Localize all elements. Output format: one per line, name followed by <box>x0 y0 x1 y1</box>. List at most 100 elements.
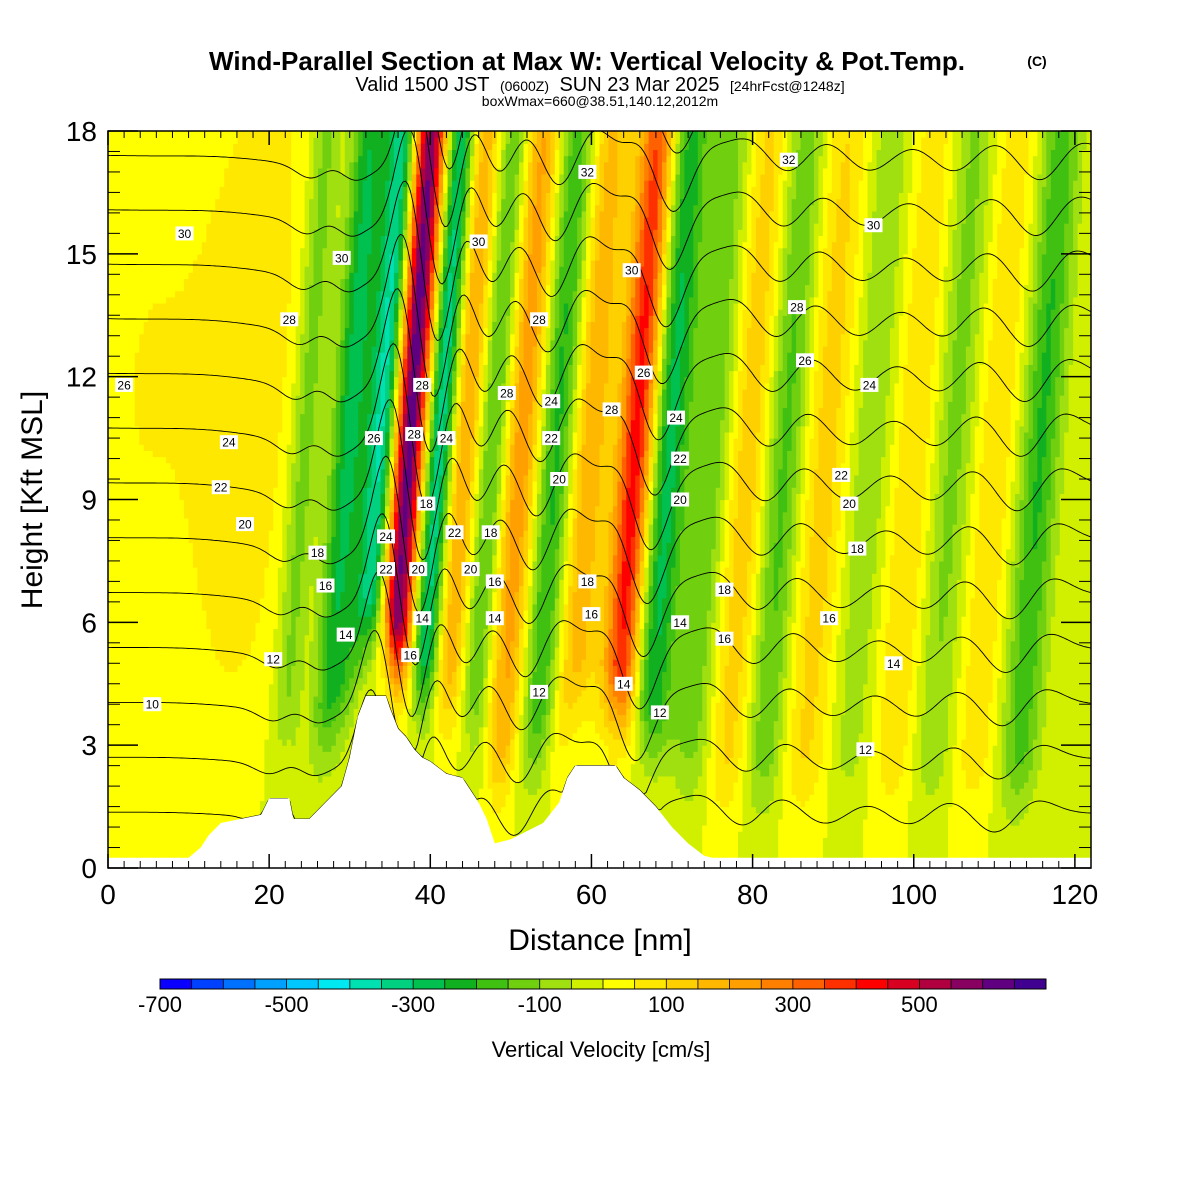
velocity-cell <box>233 352 239 359</box>
velocity-cell <box>197 536 203 544</box>
velocity-cell <box>125 309 131 316</box>
velocity-cell <box>237 511 243 519</box>
velocity-cell <box>175 198 181 206</box>
velocity-cell <box>219 788 225 795</box>
velocity-cell <box>224 309 230 316</box>
velocity-cell <box>237 450 243 458</box>
velocity-cell <box>161 769 167 777</box>
velocity-cell <box>108 683 114 691</box>
velocity-cell <box>264 517 270 525</box>
velocity-cell <box>224 474 230 482</box>
velocity-cell <box>152 548 158 556</box>
velocity-cell <box>277 794 283 802</box>
velocity-cell <box>268 167 274 175</box>
velocity-cell <box>108 444 114 451</box>
velocity-cell <box>116 186 123 194</box>
velocity-cell <box>259 567 265 574</box>
velocity-cell <box>170 505 176 513</box>
velocity-cell <box>192 284 198 292</box>
velocity-cell <box>219 597 225 605</box>
velocity-cell <box>268 352 274 359</box>
velocity-cell <box>183 180 190 187</box>
velocity-cell <box>139 739 145 746</box>
velocity-cell <box>166 210 172 218</box>
velocity-cell <box>264 327 270 335</box>
velocity-cell <box>201 769 207 777</box>
velocity-cell <box>161 192 167 200</box>
velocity-cell <box>121 395 127 402</box>
velocity-cell <box>143 782 149 789</box>
velocity-cell <box>268 542 274 550</box>
velocity-cell <box>121 530 127 537</box>
velocity-cell <box>130 186 136 194</box>
velocity-cell <box>197 831 203 838</box>
velocity-cell <box>237 800 243 808</box>
velocity-cell <box>224 401 230 408</box>
velocity-cell <box>215 536 221 544</box>
velocity-cell <box>215 677 221 685</box>
velocity-cell <box>161 818 167 826</box>
velocity-cell <box>188 757 194 765</box>
velocity-cell <box>130 143 136 151</box>
velocity-cell <box>188 610 194 617</box>
velocity-cell <box>116 229 123 237</box>
velocity-cell <box>219 524 225 531</box>
velocity-cell <box>170 462 176 470</box>
velocity-cell <box>170 481 176 488</box>
velocity-cell <box>179 843 185 851</box>
velocity-cell <box>170 585 176 593</box>
velocity-cell <box>215 241 221 249</box>
velocity-cell <box>273 388 279 396</box>
velocity-cell <box>282 702 288 709</box>
velocity-cell <box>206 671 212 679</box>
velocity-cell <box>157 382 163 390</box>
velocity-cell <box>273 579 279 587</box>
velocity-cell <box>250 352 257 359</box>
velocity-cell <box>183 653 190 660</box>
velocity-cell <box>242 794 248 802</box>
velocity-cell <box>210 204 216 212</box>
velocity-cell <box>219 739 225 746</box>
velocity-cell <box>143 646 149 654</box>
velocity-cell <box>228 505 234 513</box>
velocity-cell <box>268 198 274 206</box>
velocity-cell <box>125 837 131 845</box>
velocity-cell <box>268 290 274 298</box>
velocity-cell <box>179 431 185 439</box>
velocity-cell <box>143 358 149 365</box>
velocity-cell <box>179 659 185 666</box>
velocity-cell <box>228 345 234 353</box>
velocity-cell <box>286 186 292 194</box>
velocity-cell <box>112 425 118 433</box>
velocity-cell <box>255 585 261 593</box>
velocity-cell <box>277 757 283 765</box>
velocity-cell <box>152 259 158 267</box>
velocity-cell <box>237 272 243 279</box>
velocity-cell <box>134 407 140 415</box>
velocity-cell <box>233 149 239 157</box>
velocity-cell <box>108 223 114 230</box>
velocity-cell <box>201 634 207 642</box>
velocity-cell <box>233 560 239 568</box>
velocity-cell <box>125 812 131 820</box>
velocity-cell <box>188 137 194 144</box>
velocity-cell <box>188 345 194 353</box>
velocity-cell <box>179 137 185 144</box>
velocity-cell <box>134 769 140 777</box>
velocity-cell <box>215 395 221 402</box>
velocity-cell <box>246 499 252 507</box>
velocity-cell <box>157 155 163 163</box>
velocity-cell <box>286 646 292 654</box>
velocity-cell <box>148 456 154 464</box>
velocity-cell <box>108 474 114 482</box>
velocity-cell <box>242 327 248 335</box>
velocity-cell <box>255 296 261 304</box>
velocity-cell <box>291 579 297 587</box>
velocity-cell <box>166 302 172 310</box>
velocity-cell <box>242 745 248 752</box>
velocity-cell <box>277 131 283 138</box>
velocity-cell <box>233 419 239 427</box>
velocity-cell <box>233 407 239 415</box>
velocity-cell <box>116 763 123 771</box>
velocity-cell <box>130 751 136 759</box>
